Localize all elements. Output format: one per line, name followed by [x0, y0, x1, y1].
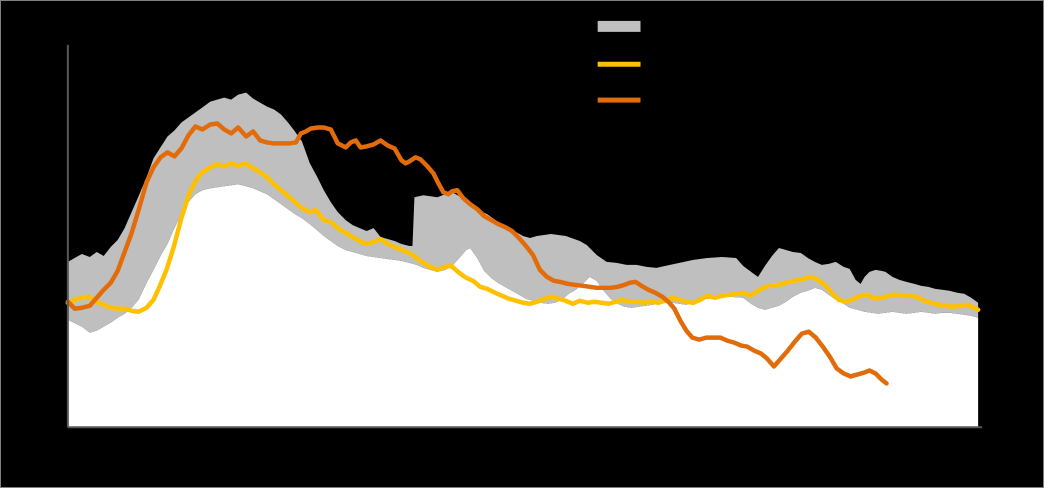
legend-swatch-yellow-line: [597, 61, 641, 67]
legend-swatch-orange-line: [597, 97, 641, 103]
orange-series-line: [65, 121, 889, 386]
uncertainty-band-area: [67, 92, 979, 333]
legend: [597, 20, 641, 103]
legend-swatch-band: [597, 20, 641, 32]
below-band-white-area: [67, 184, 979, 428]
yellow-series-line: [65, 161, 981, 314]
